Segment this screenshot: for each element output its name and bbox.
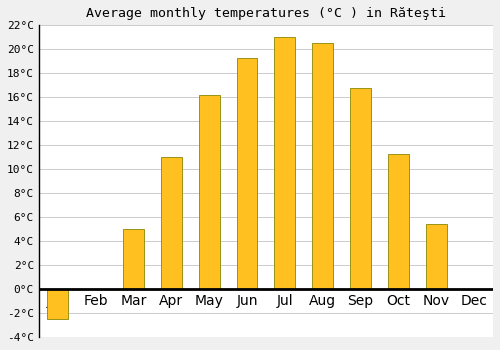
Bar xyxy=(274,37,295,289)
Bar xyxy=(48,289,68,319)
Bar xyxy=(350,88,371,289)
Bar xyxy=(198,95,220,289)
Bar xyxy=(426,224,446,289)
Bar xyxy=(236,58,258,289)
Bar xyxy=(123,229,144,289)
Bar xyxy=(161,157,182,289)
Title: Average monthly temperatures (°C ) in Răteşti: Average monthly temperatures (°C ) in Ră… xyxy=(86,7,446,20)
Bar xyxy=(388,154,409,289)
Bar xyxy=(312,43,333,289)
